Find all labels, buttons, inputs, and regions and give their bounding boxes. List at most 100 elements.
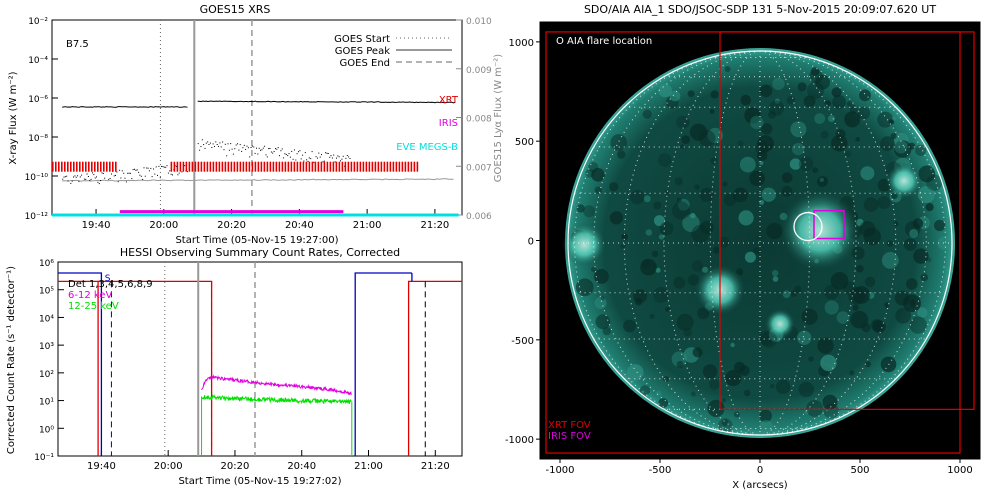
sun-texture-blob xyxy=(669,90,681,102)
xrt-coverage-bar xyxy=(227,161,230,172)
goes-short-channel-point xyxy=(87,176,89,177)
goes-short-channel-point xyxy=(317,157,318,159)
sun-texture-blob xyxy=(832,95,846,109)
goes-short-channel-point xyxy=(203,144,205,146)
sun-texture-blob xyxy=(620,243,626,249)
goes-short-channel-point xyxy=(223,149,225,151)
sun-texture-blob xyxy=(906,278,918,290)
active-region xyxy=(562,222,606,267)
goes-short-channel-point xyxy=(73,176,74,178)
goes-short-channel-point xyxy=(215,141,217,143)
sun-texture-blob xyxy=(775,379,791,394)
sun-texture-blob xyxy=(630,190,645,205)
xrt-coverage-bar xyxy=(173,161,176,172)
sun-texture-blob xyxy=(865,361,871,368)
goes-short-channel-point xyxy=(169,170,171,172)
xrt-coverage-bar xyxy=(407,161,410,172)
xrt-coverage-bar xyxy=(82,161,84,172)
goes-short-channel-point xyxy=(341,158,343,160)
goes-short-channel-point xyxy=(218,145,219,147)
goes-short-channel-point xyxy=(333,154,335,156)
sun-texture-blob xyxy=(659,221,674,236)
sun-texture-blob xyxy=(590,266,597,273)
goes-short-channel-point xyxy=(266,156,268,158)
goes-short-channel-point xyxy=(64,176,66,178)
goes-y-tick-label: 10⁻² xyxy=(28,17,48,27)
goes-x-tick-label: 20:40 xyxy=(285,220,314,231)
longitude-line xyxy=(759,50,897,436)
goes-short-channel-point xyxy=(228,149,230,151)
goes-short-channel-point xyxy=(78,180,80,182)
sun-texture-blob xyxy=(895,307,912,324)
sun-texture-blob xyxy=(844,111,861,128)
sun-texture-blob xyxy=(730,342,735,348)
aia-y-ticks: 1000 500 0 -500 -1000 xyxy=(505,38,540,446)
xrt-coverage-bar xyxy=(410,161,413,172)
goes-short-channel-point xyxy=(241,150,243,152)
sun-texture-blob xyxy=(822,394,838,410)
goes-short-channel-point xyxy=(239,144,241,146)
xrt-coverage-bar xyxy=(203,161,206,172)
xrt-coverage-bar xyxy=(251,161,254,172)
xrt-coverage-bar xyxy=(392,161,395,172)
sun-texture-blob xyxy=(913,248,929,264)
goes-short-channel-point xyxy=(306,159,308,161)
xrt-coverage-bar xyxy=(185,161,188,172)
goes-short-channel-point xyxy=(304,152,306,154)
goes-short-channel-point xyxy=(81,174,83,176)
xrt-coverage-bar xyxy=(290,161,293,172)
xrt-coverage-bar xyxy=(338,161,341,172)
xrt-coverage-bar xyxy=(401,161,404,172)
xrt-coverage-bar xyxy=(76,161,78,172)
goes-short-channel-point xyxy=(298,151,299,153)
goes-short-channel-point xyxy=(220,146,222,148)
goes-y-tick-label: 10⁻⁸ xyxy=(28,134,48,144)
sun-texture-blob xyxy=(732,187,748,203)
sun-texture-blob xyxy=(583,205,596,218)
goes-short-channel-point xyxy=(246,145,248,147)
goes-short-channel-point xyxy=(230,143,232,145)
sun-texture-blob xyxy=(794,285,802,293)
goes-short-channel-point xyxy=(150,167,152,169)
aia-x-label: X (arcsecs) xyxy=(732,480,788,491)
hessi-y-tick-label: 10⁻¹ xyxy=(34,453,54,463)
goes-short-channel-point xyxy=(77,175,79,177)
sun-texture-blob xyxy=(691,260,704,272)
goes-short-channel-point xyxy=(227,143,229,145)
hessi-y-tick-label: 10² xyxy=(39,370,54,380)
goes-short-channel-point xyxy=(113,175,115,177)
goes-short-channel-point xyxy=(139,174,141,176)
sun-texture-blob xyxy=(824,284,839,300)
goes-short-channel-point xyxy=(121,170,123,172)
sun-texture-blob xyxy=(772,276,779,282)
sun-texture-blob xyxy=(792,142,805,156)
xrt-coverage-bar xyxy=(314,161,317,172)
goes-short-channel-point xyxy=(67,180,69,182)
xrt-coverage-bar xyxy=(254,161,257,172)
aia-panel: SDO/AIA AIA_1 SDO/JSOC-SDP 131 5-Nov-201… xyxy=(505,3,981,491)
sun-texture-blob xyxy=(673,276,686,289)
goes-legend-label: GOES End xyxy=(340,58,390,69)
hessi-state-line xyxy=(354,272,412,456)
sun-texture-blob xyxy=(817,176,828,187)
goes-short-channel-point xyxy=(323,160,325,162)
xrt-coverage-bar xyxy=(317,161,320,172)
hessi-x-tick-label: 20:40 xyxy=(287,461,316,472)
goes-instrument-label: IRIS xyxy=(439,118,458,129)
xrt-coverage-bar xyxy=(386,161,389,172)
goes-short-channel-point xyxy=(346,155,348,156)
sun-texture-blob xyxy=(852,304,859,311)
xrt-coverage-bar xyxy=(100,161,102,172)
xrt-coverage-bar xyxy=(88,161,90,172)
goes-short-channel-point xyxy=(256,147,257,149)
goes-short-channel-point xyxy=(303,160,305,162)
goes-legend-label: GOES Peak xyxy=(335,46,390,57)
goes-short-channel-point xyxy=(342,155,344,157)
goes-short-channel-point xyxy=(170,173,172,175)
goes-x-tick-label: 20:20 xyxy=(217,220,246,231)
goes-x-label: Start Time (05-Nov-15 19:27:00) xyxy=(175,235,338,246)
xrt-coverage-bar xyxy=(200,161,203,172)
sun-texture-blob xyxy=(836,311,850,324)
sun-texture-blob xyxy=(600,296,605,301)
